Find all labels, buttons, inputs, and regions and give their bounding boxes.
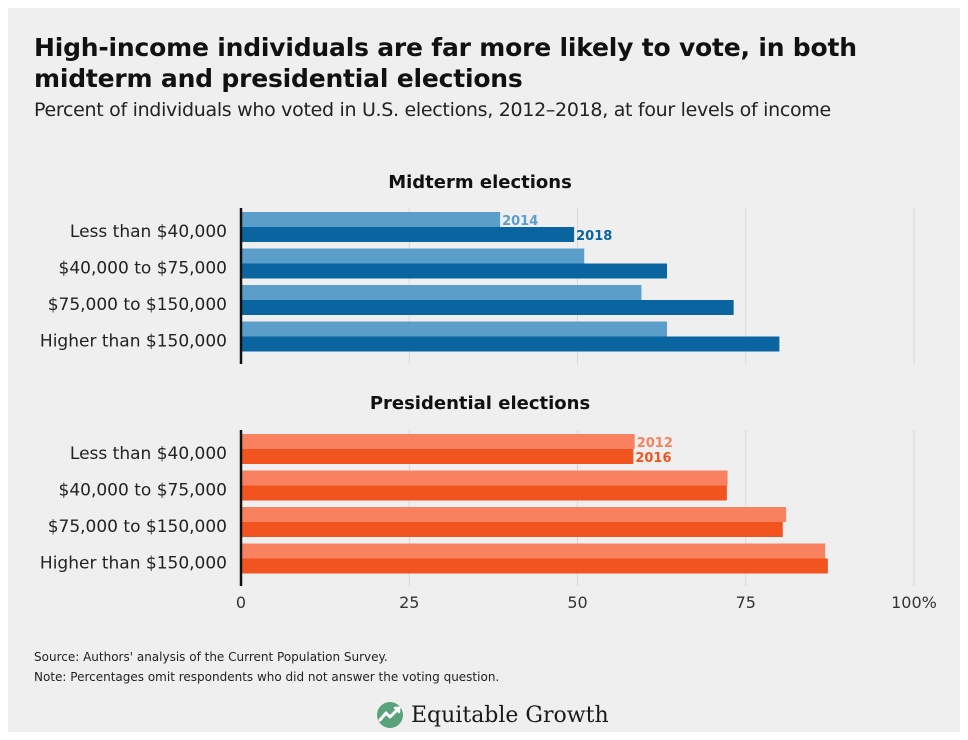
brand-logo: Equitable Growth xyxy=(375,700,609,730)
category-label: $40,000 to $75,000 xyxy=(59,259,227,279)
panel-title: Presidential elections xyxy=(370,393,590,414)
series-label: 2018 xyxy=(576,229,612,244)
bar xyxy=(241,485,727,501)
category-label: Higher than $150,000 xyxy=(40,554,227,574)
category-label: Less than $40,000 xyxy=(70,222,227,242)
bar xyxy=(241,212,501,227)
bar xyxy=(241,263,668,279)
bar xyxy=(241,248,585,264)
x-tick-label: 100% xyxy=(891,593,937,612)
category-label: $40,000 to $75,000 xyxy=(59,481,227,501)
methodology-note: Note: Percentages omit respondents who d… xyxy=(34,670,500,684)
x-tick-label: 25 xyxy=(399,593,419,612)
bar xyxy=(241,227,575,242)
series-label: 2014 xyxy=(502,214,538,229)
series-label: 2016 xyxy=(635,451,671,466)
brand-name: Equitable Growth xyxy=(411,702,609,728)
panel-title: Midterm elections xyxy=(388,172,572,193)
bar xyxy=(241,543,826,559)
growth-leaf-icon xyxy=(377,702,403,728)
chart-card: High-income individuals are far more lik… xyxy=(8,8,960,732)
source-note: Source: Authors' analysis of the Current… xyxy=(34,650,388,664)
chart-title: High-income individuals are far more lik… xyxy=(34,33,857,93)
x-tick-label: 75 xyxy=(736,593,756,612)
bar xyxy=(241,434,635,449)
category-label: $75,000 to $150,000 xyxy=(48,295,227,315)
bar xyxy=(241,470,728,486)
bar xyxy=(241,558,828,574)
bar xyxy=(241,285,642,300)
series-label: 2012 xyxy=(637,436,673,451)
x-tick-label: 0 xyxy=(236,593,246,612)
bar-chart: Midterm elections Less than $40,000 2014 20… xyxy=(40,172,937,612)
chart-subtitle: Percent of individuals who voted in U.S.… xyxy=(34,99,831,121)
bar xyxy=(241,321,668,337)
x-tick-label: 50 xyxy=(567,593,587,612)
category-label: Less than $40,000 xyxy=(70,444,227,464)
bar xyxy=(241,449,634,464)
category-label: Higher than $150,000 xyxy=(40,332,227,352)
category-label: $75,000 to $150,000 xyxy=(48,517,227,537)
bar xyxy=(241,336,780,352)
bar xyxy=(241,507,787,522)
bar xyxy=(241,522,783,537)
bar xyxy=(241,300,734,315)
